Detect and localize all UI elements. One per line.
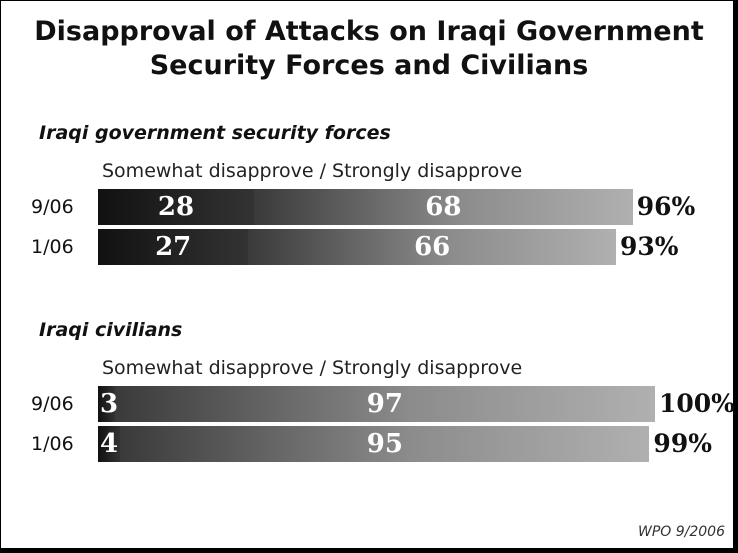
data-label-strongly-0-1: 66: [414, 232, 451, 262]
bar-somewhat-0-1: [98, 229, 249, 265]
data-label-somewhat-1-0: 3: [100, 389, 119, 419]
panel-label-security-forces: Iraqi government security forces: [39, 122, 391, 144]
source-note: WPO 9/2006: [637, 524, 725, 540]
total-label-0-0: 96%: [636, 192, 696, 221]
legend-security-forces: Somewhat disapprove / Strongly disapprov…: [102, 160, 523, 182]
row-label-1-0: 9/06: [31, 393, 74, 415]
data-label-somewhat-1-1: 4: [100, 429, 119, 459]
bar-strongly-1-1: [120, 426, 650, 462]
panel-label-civilians: Iraqi civilians: [39, 319, 183, 341]
data-label-strongly-1-0: 97: [366, 389, 403, 419]
total-label-1-1: 99%: [653, 429, 712, 458]
row-label-1-1: 1/06: [31, 433, 74, 455]
bar-somewhat-0-0: [98, 189, 254, 225]
data-label-somewhat-0-0: 28: [157, 192, 195, 222]
chart-title: Disapproval of Attacks on Iraqi Governme…: [1, 15, 737, 83]
row-label-0-0: 9/06: [31, 196, 74, 218]
total-label-1-0: 100%: [659, 389, 735, 418]
row-label-0-1: 1/06: [31, 236, 74, 258]
chart-title-line-1: Disapproval of Attacks on Iraqi Governme…: [34, 16, 704, 47]
bar-strongly-1-0: [114, 386, 655, 422]
chart-title-line-2: Security Forces and Civilians: [149, 50, 589, 81]
bar-somewhat-1-1: [98, 426, 121, 462]
data-label-strongly-1-1: 95: [366, 429, 403, 459]
bar-strongly-0-1: [248, 229, 616, 265]
legend-civilians: Somewhat disapprove / Strongly disapprov…: [102, 357, 523, 379]
total-label-0-1: 93%: [620, 232, 679, 261]
bar-strongly-0-0: [253, 189, 633, 225]
data-label-strongly-0-0: 68: [425, 192, 462, 222]
bar-somewhat-1-0: [98, 386, 115, 422]
data-label-somewhat-0-1: 27: [155, 232, 192, 262]
